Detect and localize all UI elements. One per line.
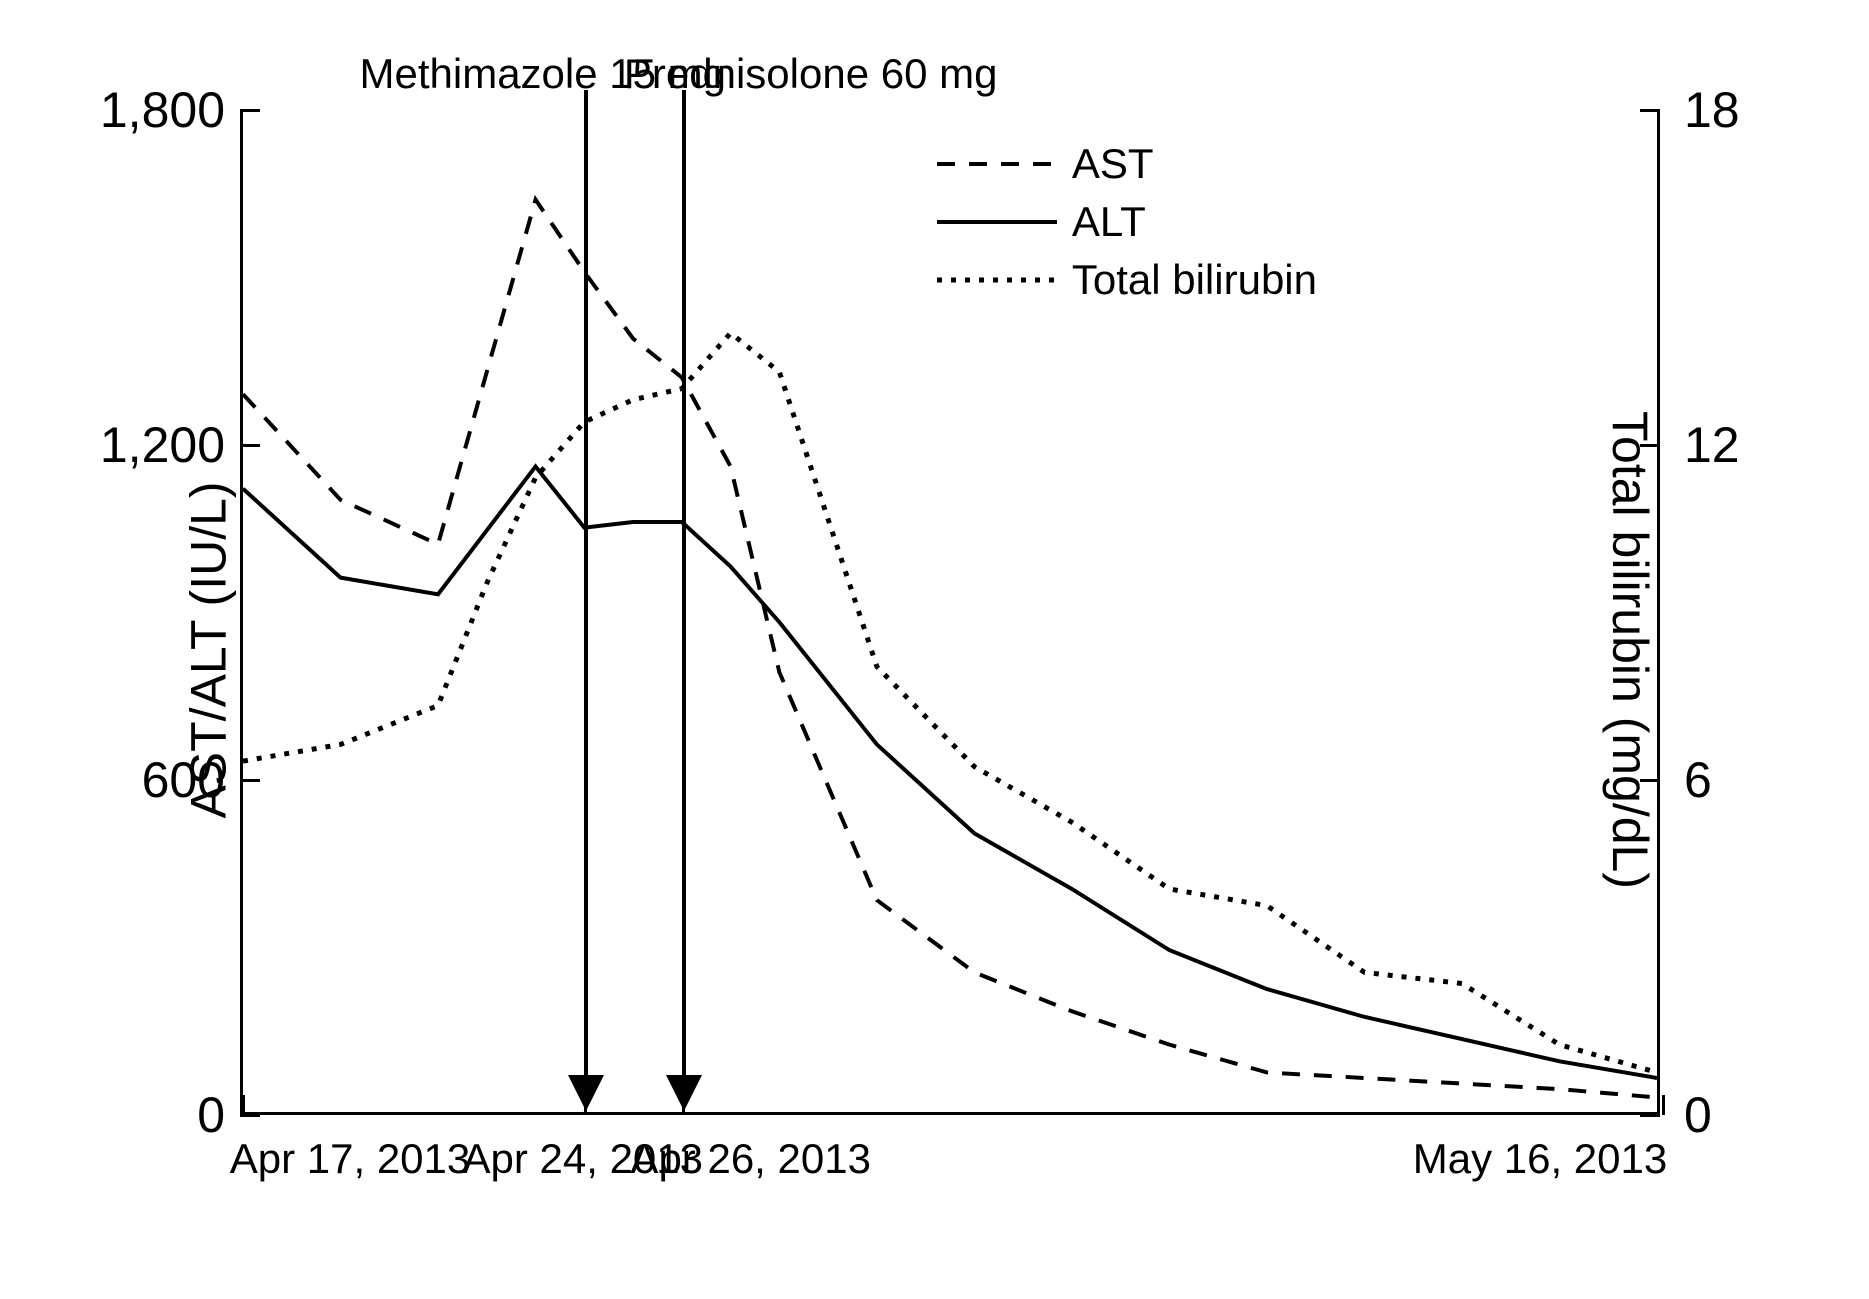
y-tick-right-3: 18 (1684, 81, 1740, 139)
y-tick-right-0: 0 (1684, 1086, 1712, 1144)
arrowhead-methimazole (568, 1075, 604, 1111)
x-tick-label-3: May 16, 2013 (1413, 1135, 1668, 1183)
line-alt (243, 466, 1657, 1078)
legend-row-bilirubin: Total bilirubin (937, 256, 1317, 304)
legend-label-bilirubin: Total bilirubin (1072, 256, 1317, 304)
tick-mark-left-1 (240, 779, 260, 782)
x-tick-label-2: Apr 26, 2013 (630, 1135, 871, 1183)
legend-line-alt (937, 212, 1057, 232)
annotation-prednisolone: Prednisolone 60 mg (624, 50, 998, 98)
tick-mark-right-3 (1640, 109, 1660, 112)
tick-mark-right-2 (1640, 444, 1660, 447)
y-tick-left-1: 600 (142, 751, 225, 809)
x-tick-label-0: Apr 17, 2013 (230, 1135, 471, 1183)
plot-area: AST ALT Total bilirubin (240, 110, 1660, 1115)
y-axis-right-ticks: 0 6 12 18 (1674, 20, 1869, 1279)
y-axis-left-ticks: 0 600 1,200 1,800 (20, 20, 235, 1279)
line-ast (243, 200, 1657, 1098)
legend-row-ast: AST (937, 140, 1317, 188)
legend-label-ast: AST (1072, 140, 1154, 188)
y-tick-left-3: 1,800 (100, 81, 225, 139)
vertical-arrow-methimazole (584, 90, 588, 1079)
legend: AST ALT Total bilirubin (937, 140, 1317, 314)
line-bilirubin (243, 333, 1657, 1072)
tick-mark-right-0 (1640, 1114, 1660, 1117)
y-tick-left-0: 0 (197, 1086, 225, 1144)
y-tick-right-1: 6 (1684, 751, 1712, 809)
y-tick-left-2: 1,200 (100, 416, 225, 474)
tick-mark-left-2 (240, 444, 260, 447)
legend-label-alt: ALT (1072, 198, 1146, 246)
y-tick-right-2: 12 (1684, 416, 1740, 474)
chart-container: Methimazole 15 mg Prednisolone 60 mg AST… (20, 20, 1869, 1279)
vertical-arrow-prednisolone (682, 90, 686, 1079)
arrowhead-prednisolone (666, 1075, 702, 1111)
tick-mark-right-1 (1640, 779, 1660, 782)
legend-line-ast (937, 154, 1057, 174)
legend-row-alt: ALT (937, 198, 1317, 246)
tick-mark-bottom-0 (242, 1095, 245, 1115)
legend-line-bilirubin (937, 270, 1057, 290)
tick-mark-bottom-3 (1662, 1095, 1665, 1115)
tick-mark-left-3 (240, 109, 260, 112)
